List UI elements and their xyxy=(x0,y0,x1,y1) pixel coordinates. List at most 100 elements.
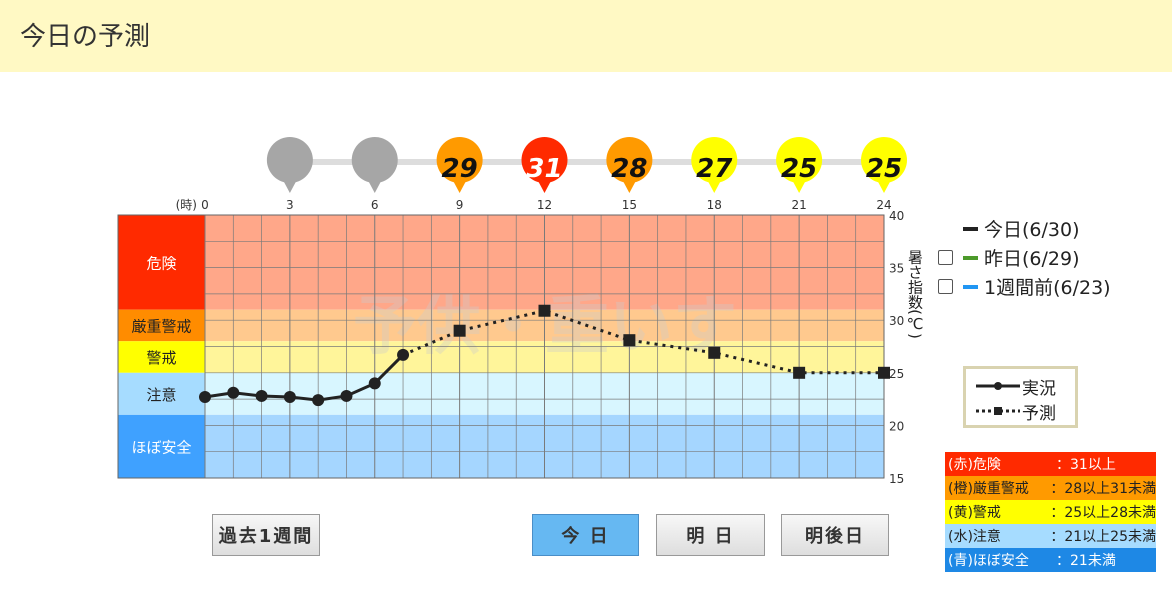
forecast-pin-head xyxy=(266,137,313,183)
page-title: 今日の予測 xyxy=(20,22,151,52)
actual-point xyxy=(255,389,268,402)
today-button[interactable]: 今 日 xyxy=(532,514,639,556)
x-unit-label: (時) xyxy=(176,198,197,212)
x-tick-label: 0 xyxy=(201,198,209,212)
forecast-pin-head xyxy=(521,137,568,183)
day-after-tomorrow-button[interactable]: 明後日 xyxy=(781,514,889,556)
x-tick-label: 6 xyxy=(371,198,379,212)
forecast-pin xyxy=(351,137,398,193)
forecast-point xyxy=(623,334,636,347)
y-tick-label: 25 xyxy=(889,367,904,381)
band-label-bg-3 xyxy=(118,372,205,415)
x-tick-label: 24 xyxy=(876,198,891,212)
forecast-point xyxy=(708,346,721,359)
past-week-button[interactable]: 過去1週間 xyxy=(212,514,320,556)
yesterday-checkbox[interactable] xyxy=(938,250,953,265)
legend-swatch-today xyxy=(963,226,978,231)
y-tick-label: 30 xyxy=(889,314,904,328)
forecast-point xyxy=(538,304,551,317)
forecast-pin-label: 29 xyxy=(442,154,478,184)
key-actual-label: 実況 xyxy=(1022,378,1056,399)
forecast-pin-head xyxy=(691,137,738,183)
forecast-pin-head xyxy=(351,137,398,183)
x-tick-label: 9 xyxy=(456,198,464,212)
legend-label-week-ago: 1週間前(6/23) xyxy=(984,277,1111,299)
actual-point xyxy=(283,390,296,403)
legend-item-today: 今日(6/30) xyxy=(938,214,1111,243)
level-range: ：25以上28未満 xyxy=(1050,505,1156,521)
x-tick-label: 12 xyxy=(537,198,552,212)
line-style-key: 実況 予測 xyxy=(963,366,1078,428)
level-name: (赤)危険 xyxy=(948,457,1001,473)
forecast-pin-label: 25 xyxy=(781,154,817,184)
forecast-pin: 31 xyxy=(521,137,568,193)
band-label-2: 警戒 xyxy=(146,349,176,367)
plot-frame xyxy=(117,214,885,479)
key-actual: 実況 xyxy=(974,376,1056,399)
level-range: ：21以上25未満 xyxy=(1050,529,1156,545)
band-label-bg-0 xyxy=(118,215,205,310)
level-name: (黄)警戒 xyxy=(948,505,1001,521)
level-table: (赤)危険 ：31以上 (橙)厳重警戒 ：28以上31未満 (黄)警戒 ：25以… xyxy=(945,452,1156,572)
x-tick-label: 21 xyxy=(791,198,806,212)
forecast-pin: 28 xyxy=(606,137,653,193)
legend-item-yesterday[interactable]: 昨日(6/29) xyxy=(938,243,1111,272)
level-row-danger: (赤)危険 ：31以上 xyxy=(945,452,1156,476)
forecast-pin-label: 27 xyxy=(696,154,733,184)
band-label-0: 危険 xyxy=(146,254,176,272)
level-name: (橙)厳重警戒 xyxy=(948,481,1029,497)
actual-point xyxy=(199,390,211,403)
y-tick-label: 35 xyxy=(889,262,904,276)
forecast-pin-head xyxy=(606,137,653,183)
legend-label-yesterday: 昨日(6/29) xyxy=(984,248,1080,270)
line-legend: 今日(6/30) 昨日(6/29) 1週間前(6/23) xyxy=(938,214,1111,301)
actual-point xyxy=(397,348,410,361)
dotted-line-marker-icon xyxy=(976,407,1020,415)
level-range: ：31以上 xyxy=(1056,457,1116,473)
key-forecast-label: 予測 xyxy=(1022,403,1056,424)
band-label-bg-2 xyxy=(118,341,205,373)
solid-line-marker-icon xyxy=(976,382,1020,390)
tomorrow-button[interactable]: 明 日 xyxy=(656,514,765,556)
forecast-pin: 25 xyxy=(776,137,823,193)
forecast-pin: 25 xyxy=(861,137,907,193)
level-row-severe-warning: (橙)厳重警戒 ：28以上31未満 xyxy=(945,476,1156,500)
actual-point xyxy=(312,394,325,407)
legend-swatch-week-ago xyxy=(963,284,978,289)
level-row-caution: (水)注意 ：21以上25未満 xyxy=(945,524,1156,548)
level-name: (水)注意 xyxy=(948,529,1001,545)
actual-point xyxy=(340,389,353,402)
week-ago-checkbox[interactable] xyxy=(938,279,953,294)
forecast-point xyxy=(453,324,466,337)
level-name: (青)ほぼ安全 xyxy=(948,553,1029,569)
header-bar: 今日の予測 xyxy=(0,0,1172,72)
actual-point xyxy=(227,386,240,399)
level-row-warning: (黄)警戒 ：25以上28未満 xyxy=(945,500,1156,524)
forecast-pin: 29 xyxy=(436,137,483,193)
forecast-pin-label: 28 xyxy=(611,154,647,184)
x-tick-label: 3 xyxy=(286,198,294,212)
band-label-bg-1 xyxy=(118,309,205,342)
level-row-safe: (青)ほぼ安全 ：21未満 xyxy=(945,548,1156,572)
forecast-pin-head xyxy=(776,137,823,183)
legend-item-week-ago[interactable]: 1週間前(6/23) xyxy=(938,272,1111,301)
level-range: ：28以上31未満 xyxy=(1050,481,1156,497)
legend-swatch-yesterday xyxy=(963,255,978,260)
forecast-point xyxy=(793,366,806,379)
level-range: ：21未満 xyxy=(1056,553,1116,569)
forecast-pin-label: 31 xyxy=(526,154,562,184)
band-label-1: 厳重警戒 xyxy=(131,317,191,335)
band-label-3: 注意 xyxy=(146,386,176,404)
forecast-point xyxy=(878,366,890,379)
forecast-pin-head xyxy=(436,137,483,183)
y-tick-label: 20 xyxy=(889,419,904,433)
y-tick-label: 40 xyxy=(889,209,904,223)
forecast-pin: 27 xyxy=(691,137,738,193)
forecast-pin-head xyxy=(861,137,907,183)
legend-label-today: 今日(6/30) xyxy=(984,219,1080,241)
band-label-bg-4 xyxy=(118,414,205,478)
y-axis-label: 暑さ指数(℃) xyxy=(906,249,924,339)
forecast-pin-label: 25 xyxy=(866,154,902,184)
forecast-pin xyxy=(266,137,313,193)
x-tick-label: 15 xyxy=(622,198,637,212)
